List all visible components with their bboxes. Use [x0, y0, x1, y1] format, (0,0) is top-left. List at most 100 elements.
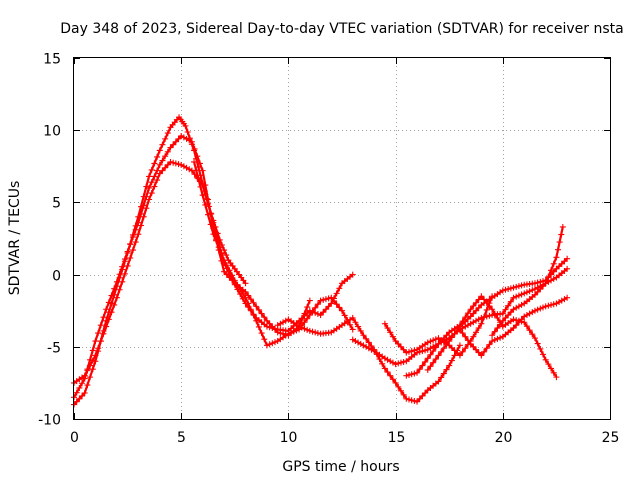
- data-point-marker: [242, 288, 249, 295]
- y-tick-label: 5: [52, 196, 61, 212]
- data-point-marker: [438, 339, 445, 346]
- data-point-marker: [199, 192, 206, 199]
- data-point-marker: [124, 248, 131, 255]
- data-point-marker: [553, 254, 560, 261]
- data-point-marker: [135, 231, 142, 238]
- x-tick-label: 15: [388, 430, 406, 446]
- data-point-marker: [312, 329, 319, 336]
- data-point-marker: [239, 290, 246, 297]
- data-point-marker: [202, 182, 209, 189]
- data-point-marker: [261, 314, 268, 321]
- x-tick-label: 0: [70, 430, 79, 446]
- data-point-marker: [113, 278, 120, 285]
- data-point-marker: [76, 395, 83, 402]
- data-point-marker: [210, 231, 217, 238]
- data-point-marker: [105, 316, 112, 323]
- data-point-marker: [132, 226, 139, 233]
- data-point-marker: [491, 328, 498, 335]
- data-point-marker: [564, 265, 571, 272]
- data-point-marker: [475, 316, 482, 323]
- data-point-marker: [379, 360, 386, 367]
- data-point-marker: [497, 321, 504, 328]
- data-point-marker: [119, 263, 126, 270]
- data-point-marker: [272, 339, 278, 346]
- data-point-marker: [304, 326, 311, 333]
- data-point-marker: [534, 306, 541, 313]
- data-point-marker: [411, 347, 418, 354]
- data-point-marker: [196, 160, 203, 167]
- data-point-marker: [400, 346, 407, 353]
- data-point-marker: [333, 290, 340, 297]
- data-point-marker: [84, 366, 91, 373]
- data-point-marker: [486, 312, 493, 319]
- data-point-marker: [234, 281, 241, 288]
- data-point-marker: [151, 183, 158, 190]
- data-point-marker: [205, 211, 211, 218]
- data-point-marker: [510, 294, 517, 301]
- data-point-marker: [419, 392, 426, 399]
- data-point-marker: [172, 138, 179, 145]
- data-point-marker: [419, 348, 426, 355]
- data-point-marker: [95, 330, 102, 337]
- data-point-marker: [138, 222, 144, 229]
- data-point-marker: [416, 395, 423, 402]
- data-point-marker: [124, 262, 131, 269]
- data-point-marker: [325, 295, 332, 302]
- data-point-marker: [312, 309, 319, 316]
- data-point-marker: [269, 323, 276, 330]
- series-satellite-track-9: [456, 294, 571, 359]
- data-point-marker: [510, 284, 517, 291]
- data-point-marker: [553, 300, 560, 307]
- data-point-marker: [403, 395, 410, 402]
- data-point-marker: [523, 323, 530, 330]
- data-point-marker: [167, 158, 174, 165]
- data-point-marker: [255, 306, 262, 313]
- data-point-marker: [414, 398, 421, 405]
- data-point-marker: [349, 271, 356, 278]
- data-point-marker: [363, 335, 370, 342]
- data-point-marker: [518, 316, 525, 323]
- data-point-marker: [513, 293, 520, 300]
- data-point-marker: [526, 310, 533, 317]
- data-point-marker: [510, 306, 517, 313]
- data-point-marker: [406, 348, 412, 355]
- data-point-marker: [355, 339, 362, 346]
- data-point-marker: [483, 345, 490, 352]
- data-point-marker: [154, 153, 161, 160]
- data-point-marker: [245, 300, 252, 307]
- data-point-marker: [357, 327, 364, 334]
- data-point-marker: [127, 241, 134, 248]
- data-point-marker: [229, 272, 236, 279]
- data-point-marker: [427, 351, 434, 358]
- data-point-marker: [146, 196, 153, 203]
- data-point-marker: [486, 341, 493, 348]
- data-point-marker: [505, 286, 512, 293]
- data-point-marker: [529, 309, 536, 316]
- data-point-marker: [491, 336, 498, 343]
- data-point-marker: [435, 340, 442, 347]
- data-point-marker: [540, 283, 546, 290]
- data-point-marker: [349, 314, 356, 321]
- data-point-marker: [430, 348, 437, 355]
- data-point-marker: [432, 356, 439, 363]
- data-point-marker: [242, 280, 249, 287]
- data-point-marker: [336, 285, 343, 292]
- data-point-marker: [529, 287, 536, 294]
- data-point-marker: [218, 250, 225, 257]
- data-point-marker: [470, 319, 477, 326]
- data-point-marker: [556, 239, 563, 246]
- data-point-marker: [430, 359, 437, 366]
- data-point-marker: [537, 286, 544, 293]
- data-point-marker: [253, 303, 260, 310]
- data-point-marker: [515, 319, 522, 326]
- data-point-marker: [170, 159, 177, 166]
- data-point-marker: [397, 359, 404, 366]
- data-point-marker: [478, 320, 485, 327]
- data-point-marker: [427, 338, 434, 345]
- data-point-marker: [531, 280, 538, 287]
- data-point-marker: [427, 363, 434, 370]
- data-point-marker: [312, 304, 319, 311]
- data-point-marker: [438, 374, 445, 381]
- data-point-marker: [116, 286, 123, 293]
